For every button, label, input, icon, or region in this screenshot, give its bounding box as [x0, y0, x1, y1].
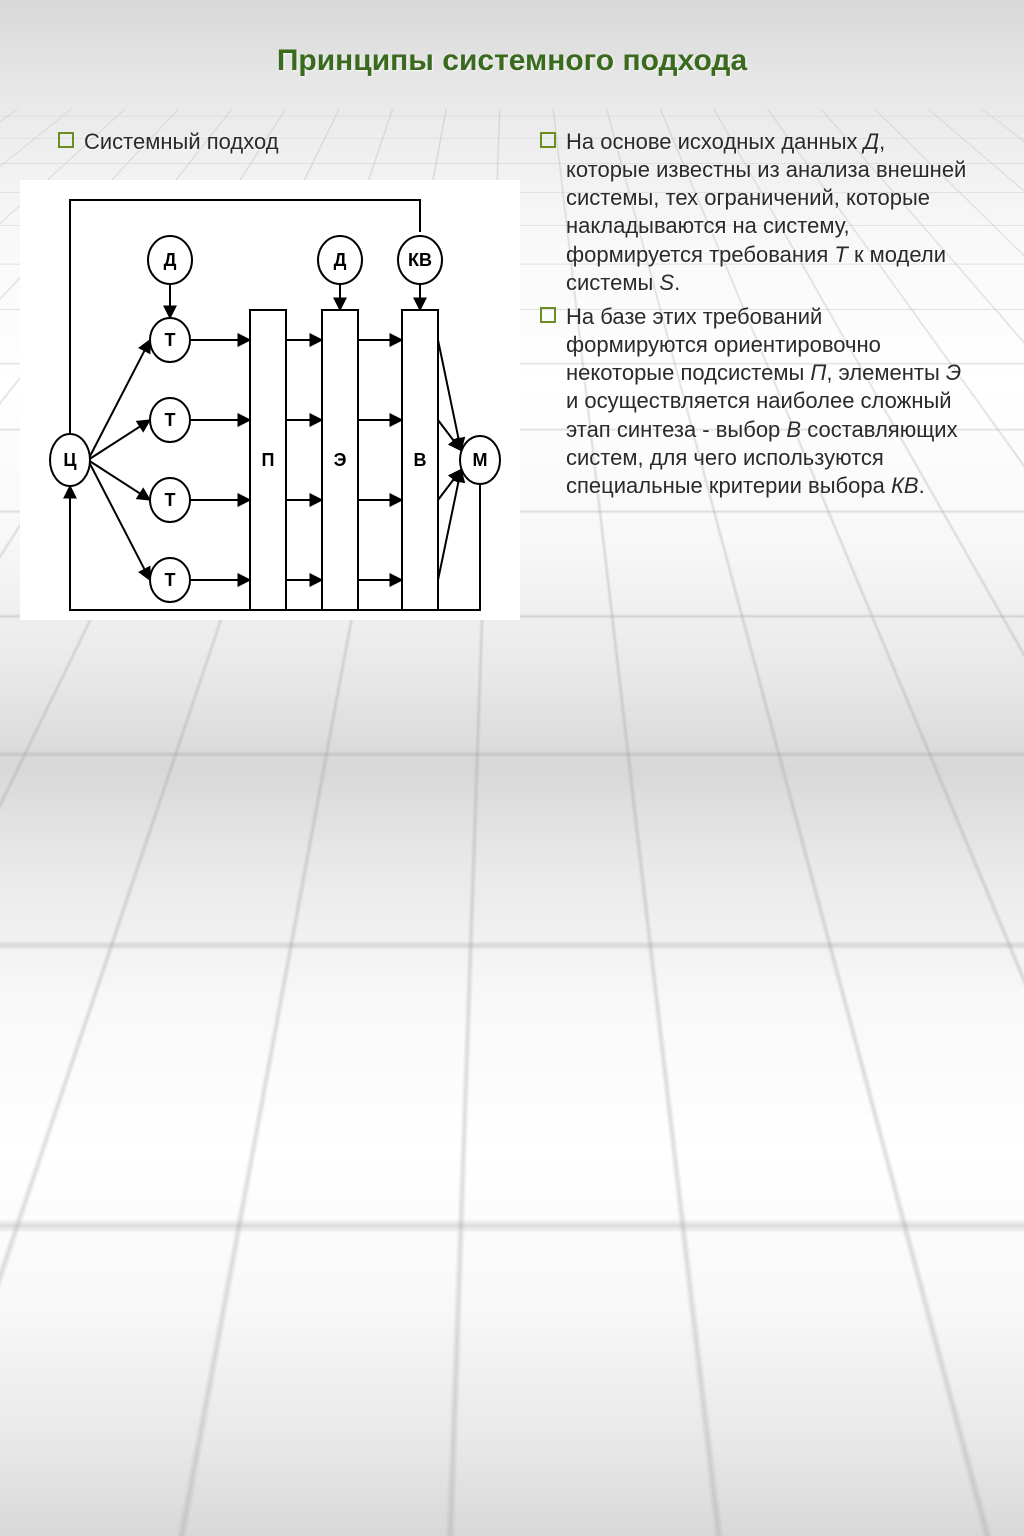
italic: КВ	[891, 473, 919, 498]
paragraph-2: На базе этих требований формируются орие…	[566, 303, 970, 500]
left-column: Системный подход	[58, 128, 498, 162]
edge-6	[88, 460, 150, 580]
right-column: На основе исходных данных Д, которые изв…	[540, 128, 970, 506]
italic: П	[810, 360, 826, 385]
text: , элементы	[826, 360, 946, 385]
page-title: Принципы системного подхода	[0, 44, 1024, 78]
bullet-icon	[58, 132, 74, 148]
italic: Э	[946, 360, 961, 385]
node-label-C: Ц	[63, 450, 77, 470]
paragraph-1: На основе исходных данных Д, которые изв…	[566, 128, 970, 297]
right-bullet-1: На основе исходных данных Д, которые изв…	[540, 128, 970, 297]
italic: S	[659, 270, 674, 295]
node-label-T2: Т	[165, 410, 176, 430]
text: .	[919, 473, 925, 498]
italic: Д	[864, 129, 880, 154]
right-bullet-2: На базе этих требований формируются орие…	[540, 303, 970, 500]
bullet-icon	[540, 132, 556, 148]
edge-3	[88, 340, 150, 460]
node-label-D1: Д	[164, 250, 177, 270]
node-label-T4: Т	[165, 570, 176, 590]
text: На основе исходных данных	[566, 129, 864, 154]
italic: Т	[834, 242, 847, 267]
feedback-top	[70, 200, 420, 434]
diagram-container: Ц Д Д КВ Т Т Т Т П Э В М	[20, 180, 520, 620]
node-label-KV: КВ	[408, 250, 432, 270]
text: .	[674, 270, 680, 295]
node-label-E: Э	[334, 450, 347, 470]
flowchart-svg: Ц Д Д КВ Т Т Т Т П Э В М	[20, 180, 520, 620]
node-label-V: В	[414, 450, 427, 470]
node-label-T3: Т	[165, 490, 176, 510]
left-heading: Системный подход	[84, 128, 279, 156]
node-label-D2: Д	[334, 250, 347, 270]
bullet-icon	[540, 307, 556, 323]
node-label-T1: Т	[165, 330, 176, 350]
left-bullet: Системный подход	[58, 128, 498, 156]
node-label-P: П	[262, 450, 275, 470]
node-label-M: М	[473, 450, 488, 470]
italic: В	[786, 417, 801, 442]
